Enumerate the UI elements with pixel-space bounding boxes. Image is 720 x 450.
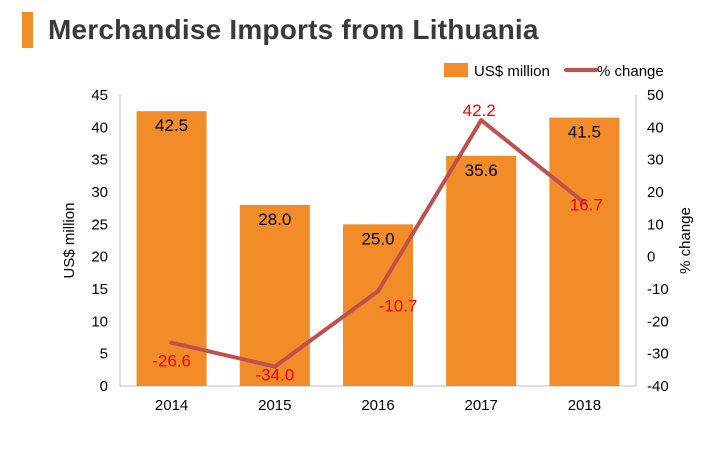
x-tick-label: 2017 — [465, 397, 498, 414]
x-tick-label: 2016 — [361, 397, 394, 414]
y-tick-left: 10 — [91, 313, 108, 330]
y-tick-right: -30 — [647, 346, 669, 363]
y-tick-left: 45 — [91, 87, 108, 104]
chart-title: Merchandise Imports from Lithuania — [48, 14, 539, 45]
bar — [136, 111, 207, 387]
bar — [549, 117, 620, 386]
bar-value-label: 25.0 — [361, 229, 394, 248]
y-tick-right: 40 — [647, 119, 664, 136]
line-value-label: -34.0 — [255, 366, 294, 385]
y-tick-left: 30 — [91, 184, 108, 201]
y-axis-left-title: US$ million — [61, 203, 78, 279]
bar — [446, 155, 517, 386]
bar-value-label: 41.5 — [568, 123, 601, 142]
bar-value-label: 28.0 — [258, 210, 291, 229]
y-tick-left: 35 — [91, 152, 108, 169]
x-tick-label: 2014 — [155, 397, 188, 414]
line-point — [376, 289, 380, 294]
y-tick-right: 10 — [647, 216, 664, 233]
line-value-label: -26.6 — [152, 352, 191, 371]
bar-value-label: 35.6 — [465, 161, 498, 180]
y-tick-right: 20 — [647, 184, 664, 201]
bar-value-label: 42.5 — [155, 116, 188, 135]
line-value-label: -10.7 — [379, 296, 418, 315]
line-series — [169, 118, 587, 369]
x-tick-label: 2015 — [258, 397, 291, 414]
y-tick-right: 30 — [647, 152, 664, 169]
x-tick-label: 2018 — [568, 397, 601, 414]
line-point — [582, 200, 587, 205]
axes: 0 5 10 15 20 25 30 35 40 45 -40 -30 -20 -10 0 10 20 30 40 5… — [61, 87, 694, 414]
line-point — [272, 364, 277, 369]
y-tick-right: -10 — [647, 281, 669, 298]
data-labels: 42.5 28.0 25.0 35.6 41.5 -26.6 -34.0 -10.7 42.2 1… — [152, 101, 603, 384]
y-tick-right: 0 — [647, 249, 655, 266]
y-tick-right: -40 — [647, 378, 669, 395]
title-accent-bar — [22, 12, 33, 48]
bar — [239, 204, 310, 386]
y-tick-left: 5 — [100, 346, 108, 363]
legend-label-bar: US$ million — [474, 63, 550, 80]
line-point — [169, 340, 174, 345]
y-tick-left: 40 — [91, 119, 108, 136]
legend-swatch-bar — [444, 63, 468, 77]
y-tick-right: -20 — [647, 313, 669, 330]
y-tick-left: 0 — [100, 378, 108, 395]
y-tick-left: 20 — [91, 249, 108, 266]
line-value-label: 42.2 — [463, 101, 496, 120]
bar-series — [136, 111, 620, 387]
legend: US$ million % change — [444, 63, 664, 80]
y-tick-right: 50 — [647, 87, 664, 104]
y-tick-left: 15 — [91, 281, 108, 298]
y-tick-left: 25 — [91, 216, 108, 233]
y-axis-right-title: % change — [677, 207, 694, 274]
line-value-label: 16.7 — [570, 196, 603, 215]
line-point — [479, 118, 484, 123]
legend-label-line: % change — [597, 63, 664, 80]
